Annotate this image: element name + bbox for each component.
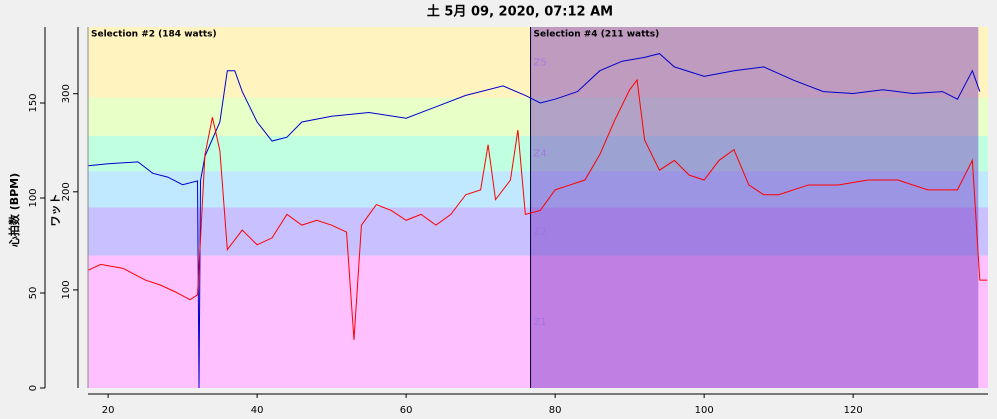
selection-label: Selection #4 (211 watts) bbox=[534, 30, 660, 40]
x-tick-label: 20 bbox=[102, 405, 115, 416]
series-line bbox=[87, 78, 988, 340]
x-tick-label: 100 bbox=[695, 405, 714, 416]
y2-tick-label: 300 bbox=[61, 84, 72, 103]
zone-label: Z5 bbox=[534, 57, 547, 68]
zone-label: Z1 bbox=[534, 317, 547, 328]
x-tick-label: 60 bbox=[400, 405, 413, 416]
series-line bbox=[87, 53, 981, 389]
y2-tick-label: 100 bbox=[61, 280, 72, 299]
y-tick-label: 50 bbox=[28, 287, 39, 300]
x-tick-label: 40 bbox=[251, 405, 264, 416]
selection-overlay bbox=[530, 27, 979, 388]
y-tick-label: 150 bbox=[28, 93, 39, 112]
y-tick-label: 100 bbox=[28, 188, 39, 207]
y2-axis-title: ワット bbox=[49, 194, 62, 227]
zone-band bbox=[88, 27, 988, 98]
zone-band bbox=[88, 255, 988, 388]
y-tick-label: 0 bbox=[28, 385, 39, 391]
zone-label: Z4 bbox=[534, 149, 547, 160]
zone-band bbox=[88, 207, 988, 256]
x-tick-label: 80 bbox=[549, 405, 562, 416]
selection-label: Selection #2 (184 watts) bbox=[91, 30, 217, 40]
zone-label: Z2 bbox=[534, 227, 547, 238]
y2-tick-label: 200 bbox=[61, 182, 72, 201]
zone-band bbox=[88, 97, 988, 136]
zone-band bbox=[88, 171, 988, 208]
x-tick-label: 120 bbox=[844, 405, 863, 416]
y-axis-title: 心拍数 (BPM) bbox=[7, 173, 21, 247]
zone-band bbox=[88, 135, 988, 172]
chart-title: 土 5月 09, 2020, 07:12 AM bbox=[427, 4, 613, 20]
